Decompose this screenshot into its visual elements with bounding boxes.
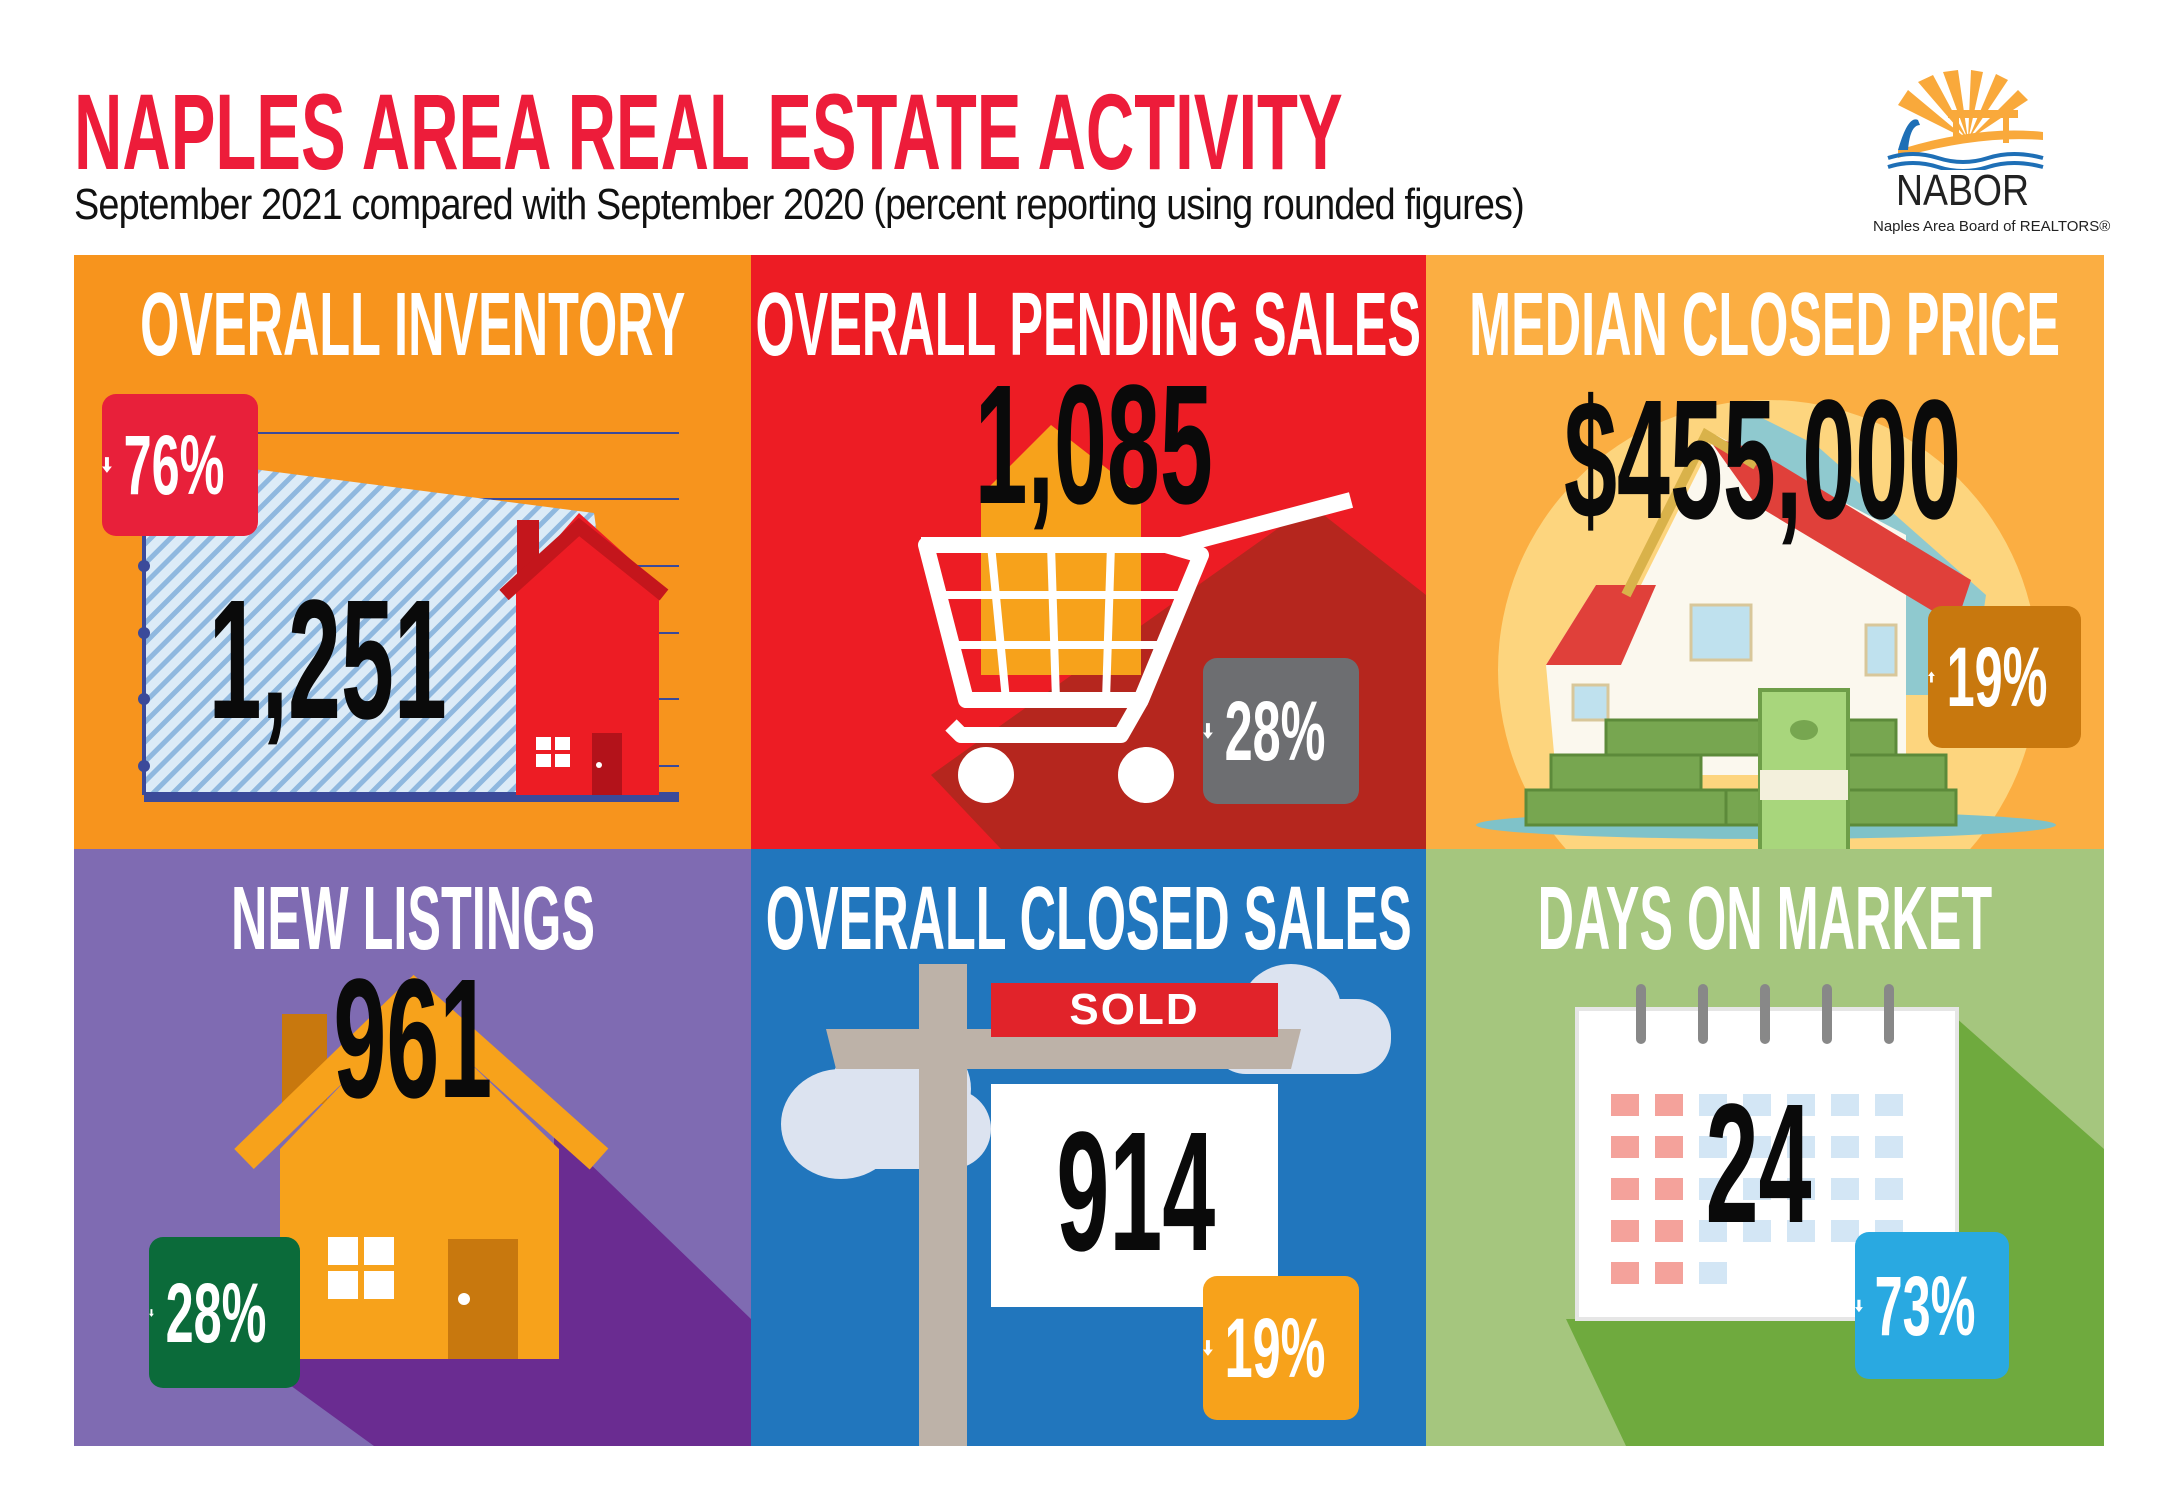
calendar-day-cell (1831, 1094, 1859, 1116)
sold-sign-icon (781, 964, 1391, 1446)
panel-new-listings: NEW LISTINGS 961 28% (74, 849, 751, 1446)
days-on-market-value: 24 (1706, 1069, 1812, 1259)
calendar-day-cell (1787, 1220, 1815, 1242)
panel-title: OVERALL CLOSED SALES (765, 869, 1412, 969)
calendar-day-cell (1831, 1136, 1859, 1158)
arrow-up-icon (1928, 671, 1935, 683)
calendar-day-cell (1875, 1178, 1903, 1200)
panel-title: OVERALL INVENTORY (139, 275, 686, 375)
panel-title: DAYS ON MARKET (1537, 869, 1993, 969)
house-icon (234, 974, 751, 1446)
arrow-down-icon (102, 457, 112, 473)
house-chart-icon (138, 432, 679, 802)
panel-overall-pending-sales: OVERALL PENDING SALES 1,085 28% (751, 255, 1426, 849)
arrow-down-icon (1203, 723, 1213, 739)
calendar-day-cell (1611, 1220, 1639, 1242)
median-price-value: $455,000 (1564, 365, 1962, 555)
panel-days-on-market: DAYS ON MARKET 24 73% (1426, 849, 2104, 1446)
calendar-day-cell (1699, 1094, 1727, 1116)
calendar-day-cell (1655, 1136, 1683, 1158)
calendar-day-cell (1875, 1136, 1903, 1158)
sold-sign-label: SOLD (1069, 985, 1200, 1034)
pending-sales-value: 1,085 (974, 350, 1214, 540)
calendar-day-cell (1611, 1136, 1639, 1158)
inventory-value: 1,251 (208, 565, 448, 755)
change-badge: 76% (102, 394, 258, 536)
nabor-logo: NABOR Naples Area Board of REALTORS® (1868, 70, 2110, 240)
calendar-day-cell (1743, 1094, 1771, 1116)
calendar-day-cell (1787, 1178, 1815, 1200)
change-badge: 28% (1203, 658, 1359, 804)
panel-median-closed-price: MEDIAN CLOSED PRICE $455,000 19% (1426, 255, 2104, 849)
panel-overall-inventory: OVERALL INVENTORY 1,251 76% (74, 255, 751, 849)
sunrise-pier-logo-icon (1887, 70, 2044, 173)
closed-sales-value: 914 (1056, 1097, 1216, 1287)
change-badge: 28% (149, 1237, 300, 1388)
change-badge: 73% (1855, 1232, 2009, 1379)
page-title: NAPLES AREA REAL ESTATE ACTIVITY (74, 71, 1343, 192)
calendar-day-cell (1611, 1262, 1639, 1284)
calendar-day-cell (1655, 1178, 1683, 1200)
calendar-day-cell (1699, 1262, 1727, 1284)
calendar-day-cell (1699, 1220, 1727, 1242)
change-badge: 19% (1203, 1276, 1359, 1420)
calendar-day-cell (1655, 1220, 1683, 1242)
arrow-down-icon (1203, 1340, 1213, 1356)
calendar-day-cell (1743, 1136, 1771, 1158)
new-listings-value: 961 (333, 944, 493, 1134)
calendar-day-cell (1611, 1178, 1639, 1200)
calendar-day-cell (1699, 1178, 1727, 1200)
calendar-day-cell (1875, 1094, 1903, 1116)
panel-title: OVERALL PENDING SALES (755, 275, 1422, 375)
calendar-day-cell (1787, 1136, 1815, 1158)
house-money-icon (1476, 400, 2056, 849)
panel-title: MEDIAN CLOSED PRICE (1469, 275, 2061, 375)
calendar-day-cell (1611, 1094, 1639, 1116)
panel-title: NEW LISTINGS (230, 869, 595, 969)
arrow-down-icon (149, 1308, 154, 1317)
panel-overall-closed-sales: SOLD OVERALL CLOSED SALES 914 19% (751, 849, 1426, 1446)
calendar-day-cell (1743, 1178, 1771, 1200)
page-subtitle: September 2021 compared with September 2… (74, 180, 1525, 229)
calendar-day-cell (1787, 1094, 1815, 1116)
calendar-day-cell (1655, 1094, 1683, 1116)
calendar-day-cell (1831, 1220, 1859, 1242)
calendar-day-cell (1655, 1262, 1683, 1284)
calendar-day-cell (1743, 1220, 1771, 1242)
arrow-down-icon (1855, 1299, 1863, 1312)
calendar-day-cell (1699, 1136, 1727, 1158)
calendar-day-cell (1831, 1178, 1859, 1200)
change-badge: 19% (1928, 606, 2081, 748)
